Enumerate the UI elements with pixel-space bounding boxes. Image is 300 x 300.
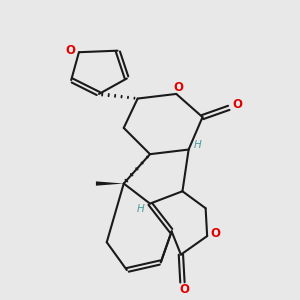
Text: O: O	[65, 44, 75, 57]
Polygon shape	[96, 182, 124, 186]
Text: H: H	[137, 204, 145, 214]
Text: H: H	[194, 140, 201, 150]
Text: O: O	[174, 81, 184, 94]
Text: O: O	[232, 98, 242, 111]
Text: O: O	[211, 227, 221, 240]
Text: O: O	[179, 283, 189, 296]
